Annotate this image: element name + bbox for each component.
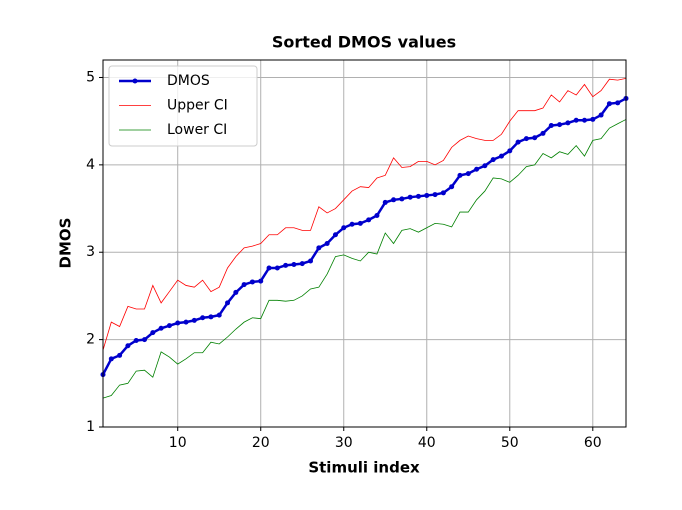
data-point [557,122,563,128]
data-point [266,265,272,271]
data-point [349,221,355,227]
x-axis-label: Stimuli index [308,459,420,477]
data-point [532,135,538,141]
data-point [208,314,214,320]
data-point [523,136,529,142]
data-point [615,100,621,106]
data-point [150,330,156,336]
data-point [507,148,513,154]
data-point [573,117,579,123]
data-point [216,312,222,318]
x-tick-label: 20 [252,435,270,451]
legend-box [108,65,258,147]
data-point [324,241,330,246]
data-point [374,213,380,219]
y-tick-label: 4 [86,157,95,173]
data-line [102,77,627,351]
y-tick-label: 1 [86,419,95,435]
data-point [465,171,471,177]
data-point [432,192,438,198]
y-axis-label: DMOS [57,218,75,269]
data-point [565,120,571,126]
legend-label: DMOS [167,73,210,89]
data-point [391,197,397,203]
data-point [357,220,363,226]
data-point [225,300,231,306]
data-point [241,282,247,288]
data-point [142,337,148,343]
data-point [540,130,546,136]
data-point [382,199,388,205]
data-point [399,196,405,202]
legend-marker [132,78,138,84]
y-tick-label: 2 [86,332,95,348]
data-point [415,193,421,199]
data-point [133,337,139,343]
data-line [102,119,627,399]
data-point [117,352,123,358]
data-point [449,184,455,190]
x-tick-label: 60 [584,435,602,451]
data-point [515,139,521,145]
legend-label: Lower CI [167,122,227,138]
data-point [581,117,587,123]
x-tick-label: 50 [501,435,519,451]
x-tick-label: 40 [418,435,436,451]
data-point [341,225,347,231]
data-point [183,319,189,325]
data-point [598,112,604,118]
data-point [249,279,255,285]
data-point [258,278,264,284]
data-point [440,190,446,196]
data-point [274,265,280,271]
data-point [291,261,297,267]
data-point [606,101,612,107]
data-point [457,172,463,178]
plot-frame [102,59,627,428]
legend-label: Upper CI [167,98,228,114]
x-tick-label: 10 [169,435,187,451]
data-point [125,343,131,349]
data-point [191,317,197,323]
chart-title: Sorted DMOS values [272,33,456,52]
data-point [175,320,181,326]
data-point [482,163,488,169]
data-point [407,194,413,200]
data-point [166,323,172,329]
data-point [548,123,554,129]
data-point [366,217,372,223]
y-tick-label: 3 [86,244,95,260]
x-tick-label: 30 [335,435,353,451]
data-point [316,245,322,251]
data-point [283,262,289,268]
data-point [490,157,496,163]
data-point [498,153,504,159]
data-point [200,315,206,321]
y-tick-label: 5 [86,69,95,85]
data-line [101,97,627,376]
data-point [590,116,596,122]
data-point [233,289,239,295]
data-point [332,232,338,238]
data-point [308,258,314,264]
data-point [424,192,430,198]
data-point [108,356,114,362]
data-point [158,325,164,331]
data-point [474,166,480,172]
data-point [299,261,305,267]
